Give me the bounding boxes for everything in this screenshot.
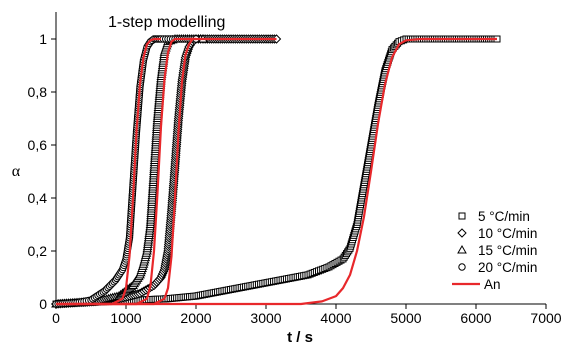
fit-curve: [56, 37, 161, 306]
y-tick-label: 0,4: [28, 190, 48, 206]
x-tick-label: 5000: [390, 310, 421, 326]
legend-item: An: [452, 277, 501, 292]
legend-marker: [458, 212, 466, 220]
legend-label: 20 °C/min: [478, 260, 537, 275]
legend-item: 15 °C/min: [457, 243, 537, 258]
y-tick-label: 0,6: [28, 137, 48, 153]
x-tick-label: 3000: [250, 310, 281, 326]
fit-curve: [56, 37, 277, 306]
y-tick-label: 1: [39, 31, 47, 47]
x-ticks: 0 1000 2000 3000 4000 5000 6000 7000: [52, 304, 562, 326]
fit-curve: [56, 37, 497, 306]
legend-marker: [457, 244, 467, 254]
x-axis-title: t / s: [287, 329, 313, 346]
legend-item: 20 °C/min: [458, 260, 537, 275]
chart-title: 1-step modelling: [108, 14, 225, 31]
series-an-fit: [56, 37, 497, 306]
x-tick-label: 7000: [530, 310, 561, 326]
y-tick-label: 0,8: [28, 84, 48, 100]
legend-label: 10 °C/min: [478, 226, 537, 241]
legend-item: 5 °C/min: [458, 209, 530, 224]
legend-label: 5 °C/min: [478, 209, 530, 224]
y-tick-label: 0: [39, 296, 47, 312]
x-tick-label: 6000: [460, 310, 491, 326]
fit-curve: [56, 37, 196, 306]
x-tick-label: 2000: [180, 310, 211, 326]
y-tick-label: 0,2: [28, 243, 48, 259]
x-tick-label: 0: [52, 310, 60, 326]
x-tick-label: 1000: [110, 310, 141, 326]
series-square-markers: [52, 35, 501, 308]
legend-label: 15 °C/min: [478, 243, 537, 258]
legend-item: 10 °C/min: [457, 226, 537, 241]
x-tick-label: 4000: [320, 310, 351, 326]
y-axis-title: α: [12, 163, 21, 180]
legend-marker: [457, 228, 467, 238]
legend: 5 °C/min 10 °C/min 15 °C/min 20 °C/min An: [452, 209, 537, 292]
legend-label: An: [484, 277, 501, 292]
fit-layer: [56, 37, 497, 306]
legend-marker: [458, 263, 466, 271]
